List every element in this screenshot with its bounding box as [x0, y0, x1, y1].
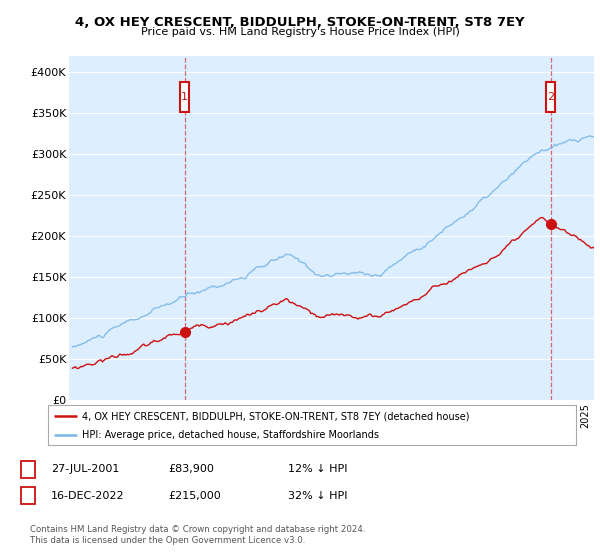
Text: 4, OX HEY CRESCENT, BIDDULPH, STOKE-ON-TRENT, ST8 7EY (detached house): 4, OX HEY CRESCENT, BIDDULPH, STOKE-ON-T… [82, 411, 470, 421]
Text: 1: 1 [24, 463, 32, 476]
Text: £215,000: £215,000 [168, 491, 221, 501]
FancyBboxPatch shape [546, 82, 555, 112]
Text: 27-JUL-2001: 27-JUL-2001 [51, 464, 119, 474]
Text: 1: 1 [181, 92, 188, 102]
Text: 32% ↓ HPI: 32% ↓ HPI [288, 491, 347, 501]
Text: 12% ↓ HPI: 12% ↓ HPI [288, 464, 347, 474]
Text: HPI: Average price, detached house, Staffordshire Moorlands: HPI: Average price, detached house, Staf… [82, 430, 379, 440]
Text: Price paid vs. HM Land Registry's House Price Index (HPI): Price paid vs. HM Land Registry's House … [140, 27, 460, 37]
Text: 16-DEC-2022: 16-DEC-2022 [51, 491, 125, 501]
FancyBboxPatch shape [181, 82, 189, 112]
Text: Contains HM Land Registry data © Crown copyright and database right 2024.
This d: Contains HM Land Registry data © Crown c… [30, 525, 365, 545]
Text: 4, OX HEY CRESCENT, BIDDULPH, STOKE-ON-TRENT, ST8 7EY: 4, OX HEY CRESCENT, BIDDULPH, STOKE-ON-T… [75, 16, 525, 29]
Text: 2: 2 [24, 489, 32, 502]
Text: £83,900: £83,900 [168, 464, 214, 474]
Text: 2: 2 [547, 92, 554, 102]
